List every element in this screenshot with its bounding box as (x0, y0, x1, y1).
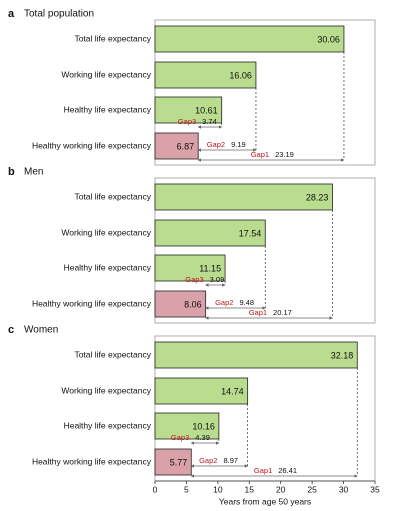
value-label: 6.87 (177, 141, 195, 151)
bar (154, 25, 345, 53)
value-label: 10.16 (192, 421, 215, 431)
category-label: Healthy working life expectancy (32, 140, 152, 150)
value-label: 11.15 (199, 263, 221, 273)
panel-title: Women (24, 325, 58, 336)
bar (154, 96, 223, 124)
value-label: 10.61 (195, 105, 218, 115)
gap-value: 3.74 (202, 117, 217, 126)
panel-letter: b (8, 166, 15, 178)
gap-label: Gap1 (254, 466, 272, 475)
gap-label: Gap2 (207, 140, 225, 149)
value-label: 14.74 (221, 386, 244, 396)
gap-label: Gap2 (199, 456, 217, 465)
value-label: 8.06 (184, 299, 202, 309)
category-label: Healthy working life expectancy (32, 456, 152, 466)
bar (154, 61, 257, 89)
category-label: Total life expectancy (74, 33, 151, 43)
plot-frame (154, 19, 376, 166)
gap-value: 9.19 (231, 140, 246, 149)
category-label: Working life expectancy (61, 227, 151, 237)
x-tick-label: 20 (276, 484, 286, 494)
gap-value: 4.39 (195, 433, 210, 442)
gap-label: Gap3 (171, 433, 189, 442)
category-label: Healthy working life expectancy (32, 298, 152, 308)
value-label: 30.06 (317, 34, 340, 44)
x-tick-label: 15 (245, 484, 255, 494)
bar (154, 448, 192, 476)
gap-label: Gap1 (251, 150, 269, 159)
value-label: 17.54 (239, 228, 262, 238)
x-tick-label: 10 (213, 484, 223, 494)
x-tick-label: 5 (184, 484, 189, 494)
value-label: 16.06 (229, 70, 252, 80)
bar (154, 412, 220, 440)
x-tick-label: 0 (153, 484, 158, 494)
gap-label: Gap3 (178, 117, 196, 126)
category-label: Working life expectancy (61, 385, 151, 395)
gap-value: 9.48 (239, 298, 254, 307)
panel-title: Men (24, 167, 43, 178)
value-label: 28.23 (306, 192, 329, 202)
gap-label: Gap3 (185, 275, 203, 284)
gap-value: 8.97 (223, 456, 238, 465)
bar (154, 254, 226, 282)
gap-value: 23.19 (275, 150, 294, 159)
panel-title: Total population (24, 9, 94, 20)
bar (154, 377, 249, 405)
panel-letter: c (8, 324, 14, 336)
category-label: Total life expectancy (74, 191, 151, 201)
gap-value: 20.17 (273, 308, 292, 317)
bar (154, 219, 266, 247)
x-tick-label: 30 (339, 484, 349, 494)
gap-value: 26.41 (278, 466, 297, 475)
panel-letter: a (8, 8, 15, 20)
category-label: Healthy life expectancy (64, 420, 152, 430)
gap-label: Gap1 (249, 308, 267, 317)
value-label: 32.18 (331, 350, 354, 360)
gap-value: 3.09 (210, 275, 225, 284)
bar (154, 290, 207, 318)
bar (154, 341, 358, 369)
bar (154, 183, 333, 211)
plot-frame (154, 177, 376, 324)
bar (154, 132, 199, 160)
x-tick-label: 35 (370, 484, 380, 494)
x-tick-label: 25 (307, 484, 317, 494)
value-label: 5.77 (170, 457, 188, 467)
category-label: Working life expectancy (61, 69, 151, 79)
gap-label: Gap2 (215, 298, 233, 307)
x-axis-label: Years from age 50 years (219, 496, 311, 506)
category-label: Healthy life expectancy (64, 262, 152, 272)
category-label: Total life expectancy (74, 349, 151, 359)
category-label: Healthy life expectancy (64, 104, 152, 114)
